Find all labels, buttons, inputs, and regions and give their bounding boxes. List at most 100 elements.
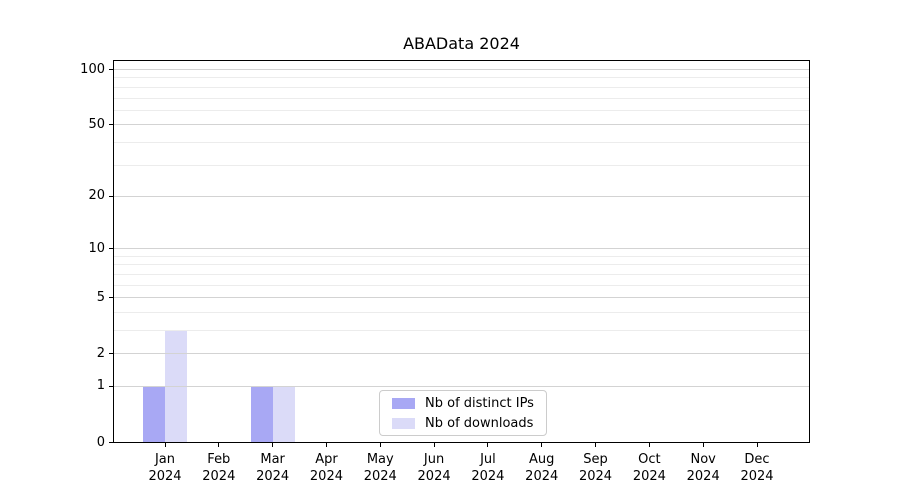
x-tick-label-line: 2024 [525, 468, 559, 484]
y-tick-label: 1 [96, 378, 105, 394]
legend-swatch-downloads-icon [392, 417, 415, 429]
x-tick-label-line: 2024 [363, 468, 397, 484]
x-tick-label: May 2024 [348, 452, 412, 485]
y-gridline-major [113, 124, 810, 126]
y-tick-label: 0 [96, 434, 105, 450]
y-tick-label: 10 [88, 240, 105, 256]
y-gridline-major [113, 297, 810, 299]
x-tick-label-line: Jan [154, 452, 176, 467]
y-gridline-minor [113, 77, 810, 79]
legend-swatch-distinct-ips-icon [392, 397, 415, 409]
x-tick-label-line: 2024 [202, 468, 236, 484]
x-tick-label-line: 2024 [148, 468, 182, 484]
y-gridline-minor [113, 164, 810, 166]
x-tick-label-line: 2024 [686, 468, 720, 484]
y-gridline-major [113, 248, 810, 250]
x-tick-label-line: 2024 [578, 468, 613, 484]
x-tick-label-line: Nov [690, 452, 716, 467]
y-tick-mark [109, 195, 113, 197]
x-tick-label-line: 2024 [471, 468, 505, 484]
bar-nb-of-downloads-jan-2024 [165, 329, 187, 442]
y-tick-label: 50 [88, 116, 105, 132]
y-tick-label: 2 [96, 345, 105, 361]
x-tick-label-line: 2024 [309, 468, 343, 484]
y-gridline-minor [113, 86, 810, 88]
y-gridline-minor [113, 255, 810, 257]
x-tick-label-line: 2024 [256, 468, 290, 484]
x-tick-mark [648, 443, 650, 447]
legend: Nb of distinct IPs Nb of downloads [379, 390, 547, 436]
y-gridline-minor [113, 273, 810, 275]
x-tick-label-line: Mar [260, 452, 285, 467]
spine-bottom [113, 442, 810, 443]
plot-area: Nb of distinct IPs Nb of downloads 0 1 2 5 1… [80, 60, 810, 484]
bar-nb-of-distinct-ips-mar-2024 [250, 385, 273, 442]
x-tick-mark [595, 443, 597, 447]
y-tick-mark [109, 442, 113, 443]
y-tick-label: 5 [96, 289, 105, 305]
x-tick-label-line: Aug [529, 452, 555, 467]
x-tick-label-line: 2024 [740, 468, 774, 484]
y-tick-label: 20 [88, 188, 105, 204]
spine-left [113, 60, 114, 443]
y-gridline-minor [113, 97, 810, 99]
bar-nb-of-downloads-mar-2024 [272, 385, 295, 442]
x-tick-label: Nov 2024 [671, 452, 735, 485]
y-gridline-major [113, 385, 810, 387]
x-tick-label: Apr 2024 [294, 452, 358, 485]
x-tick-label-line: Apr [315, 452, 338, 467]
x-tick-mark [487, 443, 489, 447]
x-tick-mark [218, 443, 220, 447]
y-gridline-minor [113, 329, 810, 331]
x-tick-mark [272, 443, 274, 447]
x-tick-label-line: Jul [480, 452, 496, 467]
x-tick-mark [379, 443, 381, 447]
y-gridline-major [113, 69, 810, 71]
y-gridline-minor [113, 141, 810, 143]
x-tick-label-line: Dec [744, 452, 770, 467]
x-tick-mark [164, 443, 166, 447]
y-tick-mark [109, 297, 113, 299]
x-tick-label-line: 2024 [632, 468, 666, 484]
y-tick-mark [109, 69, 113, 71]
x-tick-label: Jul 2024 [456, 452, 520, 485]
y-gridline-major [113, 353, 810, 355]
legend-item-downloads: Nb of downloads [389, 416, 537, 431]
x-tick-mark [433, 443, 435, 447]
x-tick-label: Sep 2024 [564, 452, 628, 485]
x-tick-label-line: 2024 [417, 468, 451, 484]
y-tick-label: 100 [80, 61, 105, 77]
x-tick-mark [702, 443, 704, 447]
y-gridline-minor [113, 109, 810, 111]
x-tick-label-line: Oct [638, 452, 661, 467]
legend-label-downloads: Nb of downloads [425, 415, 534, 431]
legend-label-distinct-ips: Nb of distinct IPs [425, 395, 534, 411]
x-tick-label: Feb 2024 [187, 452, 251, 485]
spine-right [809, 60, 810, 443]
x-tick-label-line: Sep [583, 452, 608, 467]
y-tick-mark [109, 124, 113, 126]
x-tick-mark [756, 443, 758, 447]
x-tick-mark [325, 443, 327, 447]
x-tick-label: Dec 2024 [725, 452, 789, 485]
y-tick-mark [109, 248, 113, 250]
y-tick-mark [109, 385, 113, 387]
y-gridline-minor [113, 284, 810, 286]
x-tick-label: Oct 2024 [617, 452, 681, 485]
y-tick-mark [109, 353, 113, 355]
x-tick-label: Aug 2024 [510, 452, 574, 485]
legend-item-distinct-ips: Nb of distinct IPs [389, 396, 537, 411]
x-tick-label: Mar 2024 [241, 452, 305, 485]
y-gridline-minor [113, 264, 810, 266]
spine-top [113, 60, 810, 61]
x-tick-label: Jan 2024 [133, 452, 197, 485]
x-tick-label-line: May [366, 452, 394, 467]
x-tick-label-line: Jun [423, 452, 445, 467]
chart-title: ABAData 2024 [403, 34, 520, 53]
y-gridline-minor [113, 311, 810, 313]
y-gridline-major [113, 195, 810, 197]
x-tick-mark [541, 443, 543, 447]
x-tick-label-line: Feb [207, 452, 231, 467]
bar-nb-of-distinct-ips-jan-2024 [143, 385, 165, 442]
